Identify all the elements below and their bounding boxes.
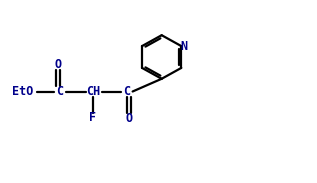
Text: N: N bbox=[180, 40, 187, 53]
Text: F: F bbox=[89, 111, 96, 124]
Text: O: O bbox=[125, 112, 133, 125]
Text: C: C bbox=[123, 85, 131, 98]
Text: C: C bbox=[56, 85, 64, 98]
Text: CH: CH bbox=[86, 85, 100, 98]
Text: EtO: EtO bbox=[12, 85, 34, 98]
Text: O: O bbox=[55, 58, 62, 71]
